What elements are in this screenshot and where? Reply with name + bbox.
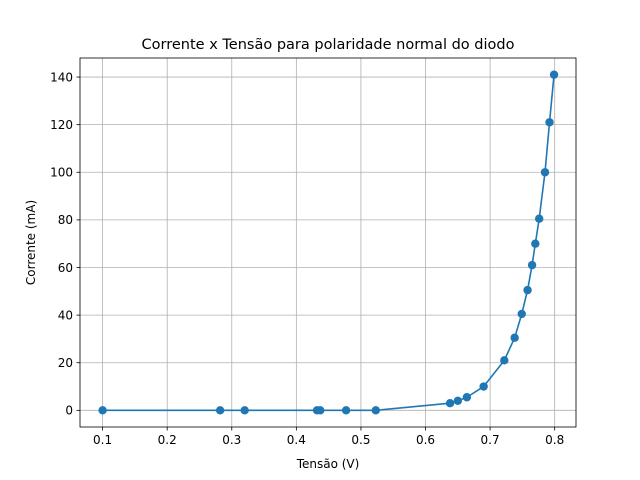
data-point bbox=[527, 260, 537, 270]
data-point bbox=[445, 398, 455, 408]
x-tick-label: 0.8 bbox=[545, 433, 564, 447]
data-point bbox=[341, 406, 351, 415]
data-point bbox=[534, 214, 544, 223]
y-tick-label: 100 bbox=[50, 166, 73, 180]
y-tick-label: 40 bbox=[58, 308, 73, 322]
data-point bbox=[545, 118, 554, 127]
data-point bbox=[240, 406, 249, 415]
data-point bbox=[523, 285, 532, 295]
data-point bbox=[98, 406, 107, 415]
data-point bbox=[540, 168, 550, 177]
chart-title: Corrente x Tensão para polaridade normal… bbox=[142, 37, 515, 53]
y-tick-label: 20 bbox=[58, 356, 73, 370]
data-point bbox=[510, 333, 519, 342]
x-axis-title: Tensão (V) bbox=[296, 457, 360, 471]
plot-frame bbox=[79, 57, 577, 428]
y-tick-label: 140 bbox=[50, 70, 73, 84]
data-point bbox=[215, 406, 225, 415]
series-layer bbox=[98, 70, 559, 415]
data-point bbox=[500, 356, 509, 365]
x-tick-label: 0.7 bbox=[481, 433, 500, 447]
x-tick-label: 0.2 bbox=[158, 433, 177, 447]
x-tick-label: 0.1 bbox=[93, 433, 112, 447]
x-tick-label: 0.4 bbox=[287, 433, 306, 447]
y-tick-label: 0 bbox=[65, 404, 73, 418]
data-point bbox=[479, 382, 488, 391]
x-tick-label: 0.3 bbox=[222, 433, 241, 447]
y-tick-label: 80 bbox=[58, 213, 73, 227]
data-point bbox=[517, 309, 526, 319]
data-point bbox=[462, 393, 472, 402]
data-point bbox=[531, 239, 540, 248]
x-tick-label: 0.5 bbox=[351, 433, 370, 447]
ticks: 0.1 0.2 0.3 0.4 0.5 0.6 0.7 0.8 0 20 40 60 80 100 120 1… bbox=[50, 70, 564, 447]
data-point bbox=[371, 406, 380, 415]
x-tick-label: 0.6 bbox=[416, 433, 435, 447]
y-tick-label: 60 bbox=[58, 261, 73, 275]
y-tick-label: 120 bbox=[50, 118, 73, 132]
y-axis-title: Corrente (mA) bbox=[24, 200, 38, 285]
data-point bbox=[549, 70, 559, 79]
data-point bbox=[453, 396, 463, 406]
data-point bbox=[316, 406, 325, 415]
